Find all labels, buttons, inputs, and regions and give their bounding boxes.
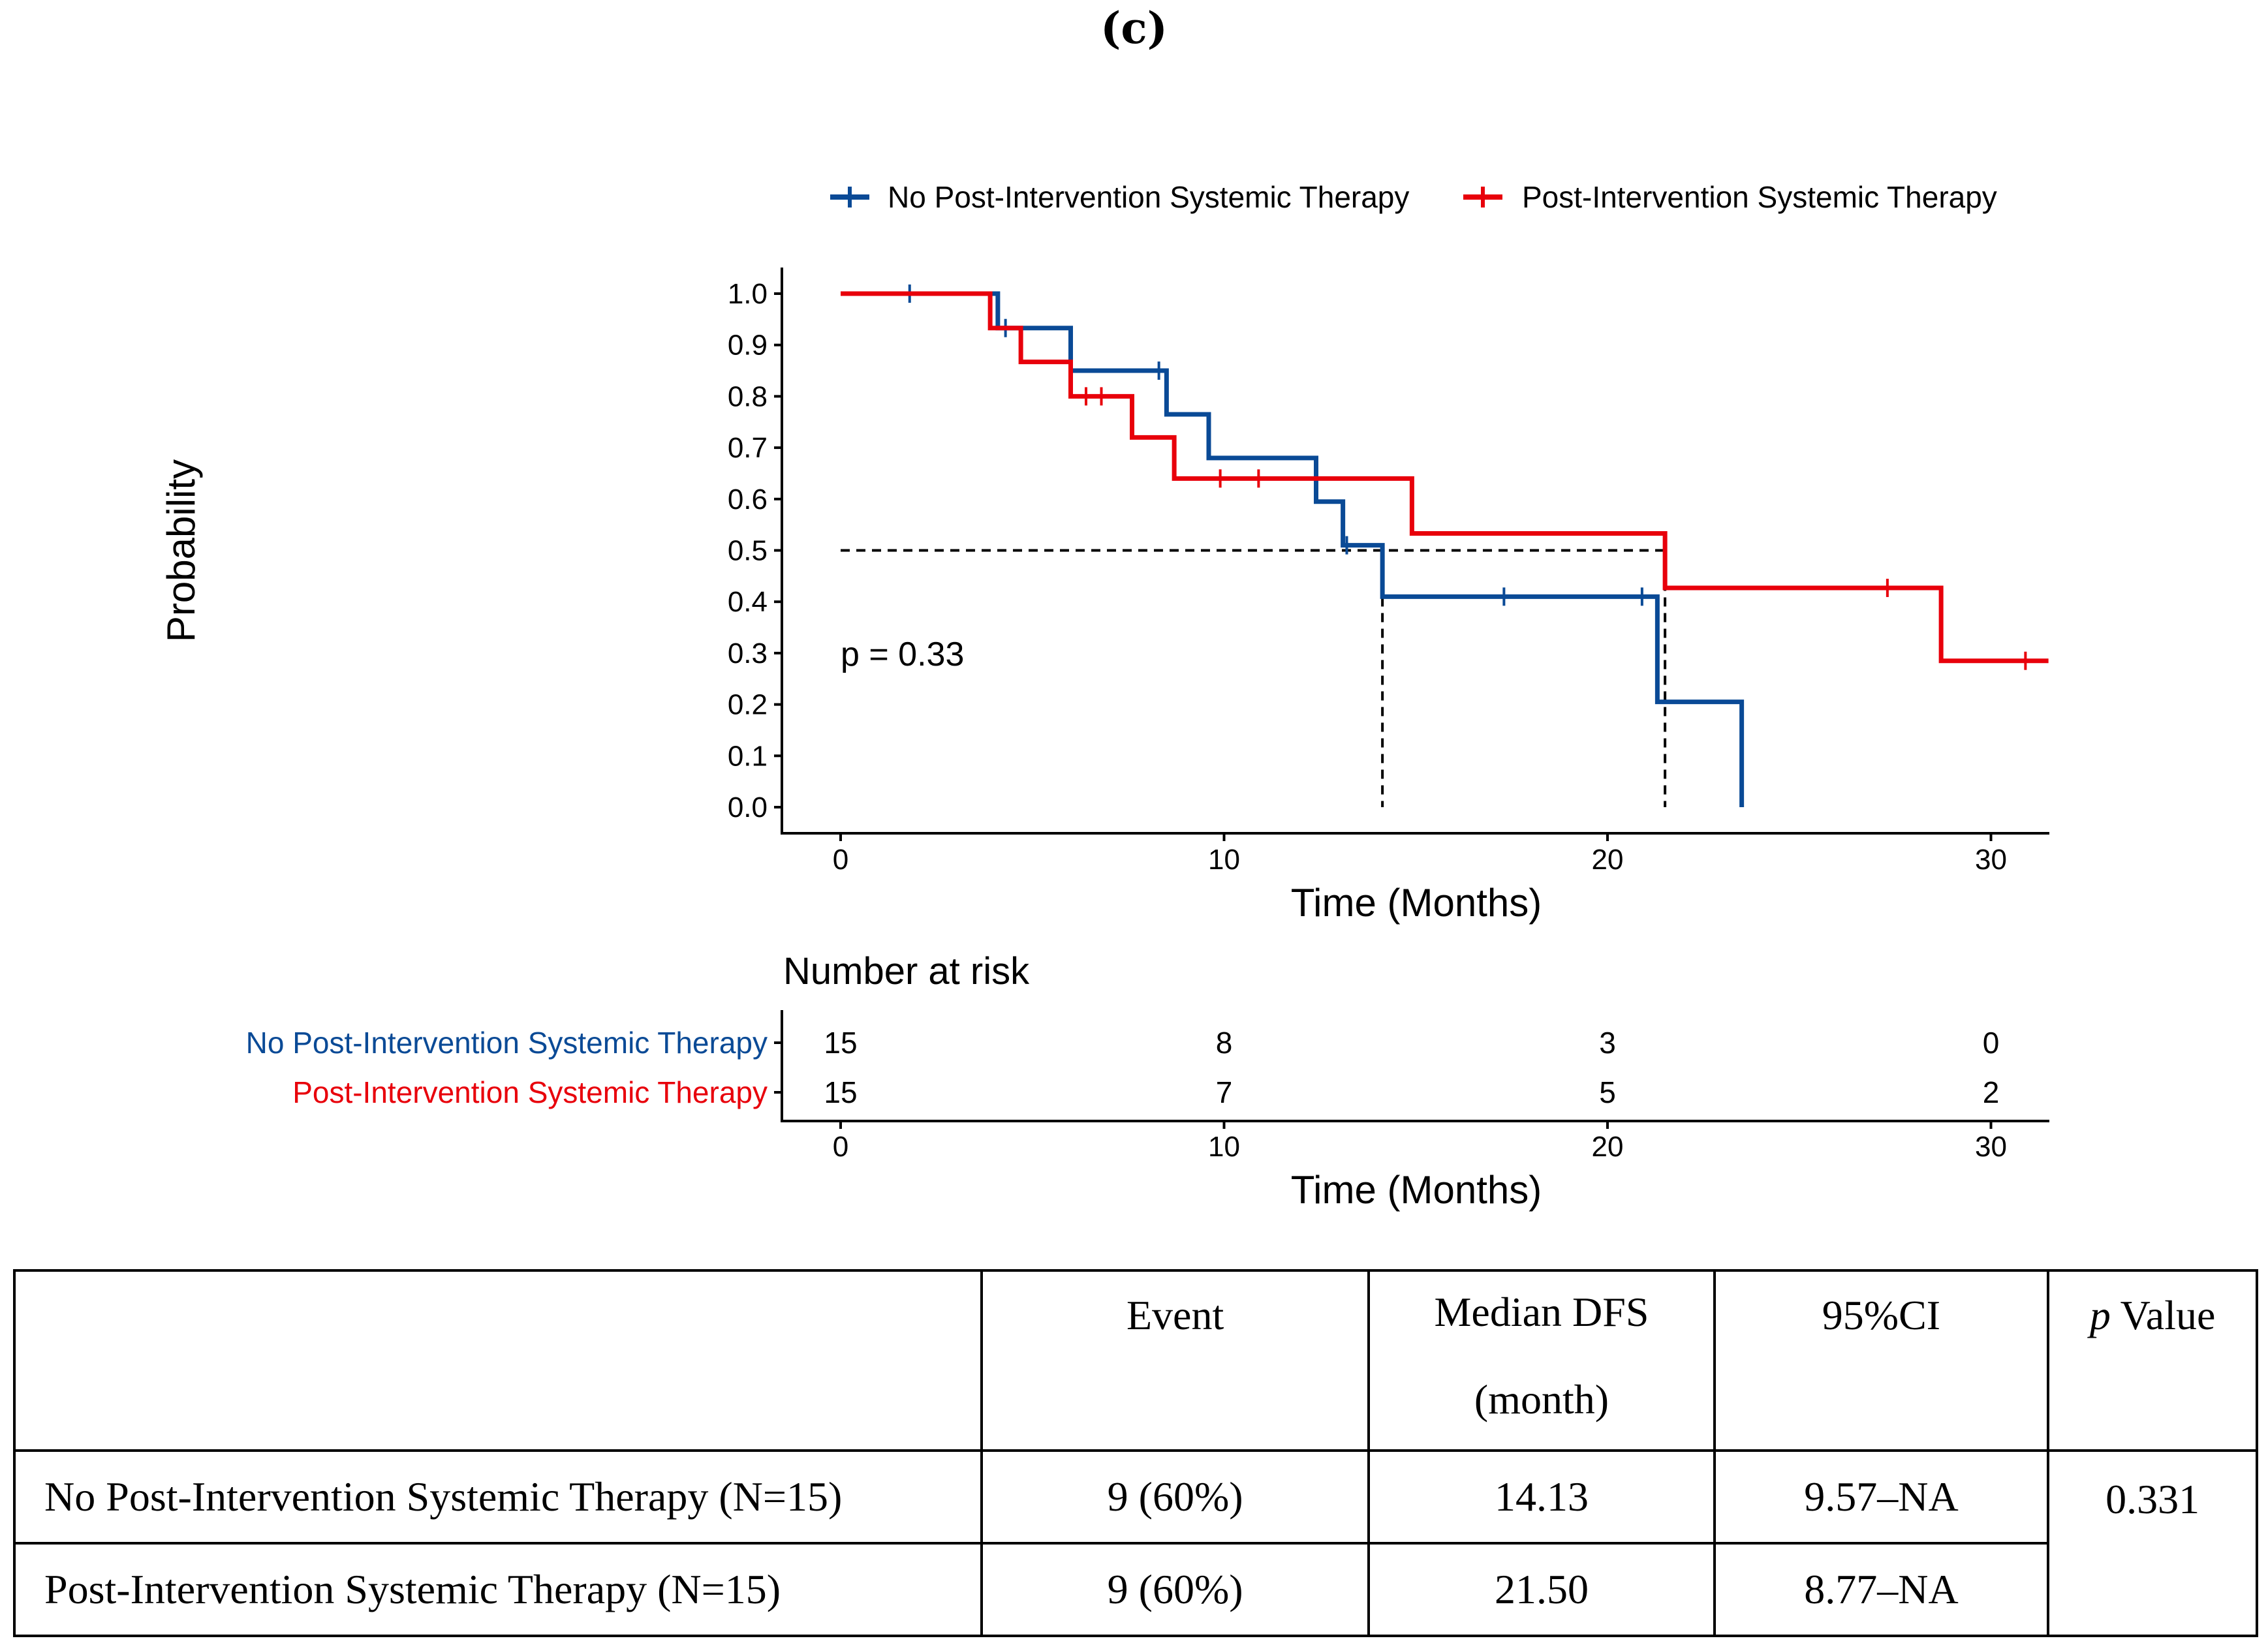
survival-curve-therapy <box>841 291 2049 664</box>
row-median: 21.50 <box>1367 1542 1716 1637</box>
survival-curve-no-therapy <box>841 291 1745 807</box>
y-tick-label: 0.6 <box>728 484 768 515</box>
header-ci: 95%CI <box>1713 1269 2050 1452</box>
risk-count: 15 <box>824 1075 857 1109</box>
risk-x-tick-label: 20 <box>1592 1131 1624 1163</box>
y-tick-label: 0.8 <box>728 380 768 412</box>
y-axis-ticks: 0.0 0.1 0.2 0.3 0.4 0.5 0.6 0.7 0.8 0.9 1.0 <box>728 278 782 823</box>
risk-count: 15 <box>824 1026 857 1060</box>
summary-row-therapy: Post-Intervention Systemic Therapy (N=15… <box>13 1542 2257 1637</box>
p-value-label: p = 0.33 <box>841 636 964 673</box>
legend-item-no-therapy: No Post-Intervention Systemic Therapy <box>830 180 1409 214</box>
header-event: Event <box>980 1269 1371 1452</box>
header-median-line2: (month) <box>1474 1376 1609 1422</box>
y-tick-label: 0.2 <box>728 689 768 721</box>
row-ci: 8.77–NA <box>1713 1542 2050 1637</box>
y-tick-label: 0.1 <box>728 740 768 772</box>
median-reference-lines <box>841 549 1667 807</box>
legend-item-therapy: Post-Intervention Systemic Therapy <box>1463 180 1997 214</box>
y-tick-label: 0.3 <box>728 638 768 669</box>
risk-row-label-therapy: Post-Intervention Systemic Therapy <box>292 1075 768 1109</box>
risk-count: 7 <box>1216 1075 1233 1109</box>
x-tick-label: 20 <box>1592 844 1624 876</box>
header-p: p Value <box>2047 1269 2258 1452</box>
risk-row-label-no-therapy: No Post-Intervention Systemic Therapy <box>246 1026 768 1060</box>
risk-count: 2 <box>1983 1075 2000 1109</box>
y-tick-label: 0.7 <box>728 432 768 464</box>
legend-label-no-therapy: No Post-Intervention Systemic Therapy <box>888 180 1409 214</box>
x-axis-ticks: 0 10 20 30 <box>833 833 2007 876</box>
summary-header-row: Event Median DFS (month) 95%CI p Value <box>13 1269 2258 1452</box>
row-label: Post-Intervention Systemic Therapy (N=15… <box>13 1542 983 1637</box>
y-tick-label: 0.4 <box>728 586 768 618</box>
summary-row-no-therapy: No Post-Intervention Systemic Therapy (N… <box>13 1449 2258 1637</box>
row-event: 9 (60%) <box>980 1449 1371 1545</box>
row-label: No Post-Intervention Systemic Therapy (N… <box>13 1449 983 1545</box>
risk-table-values: 15 8 3 0 15 7 5 2 <box>824 1026 1999 1109</box>
header-median-line1: Median DFS <box>1434 1289 1649 1335</box>
legend-label-therapy: Post-Intervention Systemic Therapy <box>1522 180 1997 214</box>
risk-x-axis-title: Time (Months) <box>1291 1168 1542 1212</box>
panel-label: (c) <box>1100 3 1168 54</box>
row-ci: 9.57–NA <box>1713 1449 2050 1545</box>
header-p-italic: p <box>2089 1292 2111 1338</box>
risk-x-axis-ticks: 0 10 20 30 <box>833 1121 2007 1163</box>
y-tick-label: 0.5 <box>728 535 768 567</box>
risk-count: 3 <box>1599 1026 1616 1060</box>
x-tick-label: 0 <box>833 844 848 876</box>
risk-count: 8 <box>1216 1026 1233 1060</box>
survival-curves <box>841 284 2049 807</box>
risk-count: 5 <box>1599 1075 1616 1109</box>
header-median: Median DFS (month) <box>1367 1269 1716 1452</box>
km-figure: No Post-Intervention Systemic Therapy Po… <box>159 180 2049 1212</box>
risk-count: 0 <box>1983 1026 2000 1060</box>
summary-table: Event Median DFS (month) 95%CI p Value N… <box>13 1269 2258 1637</box>
header-blank <box>13 1269 983 1452</box>
risk-x-tick-label: 10 <box>1208 1131 1240 1163</box>
risk-x-tick-label: 30 <box>1975 1131 2007 1163</box>
header-p-rest: Value <box>2110 1292 2216 1338</box>
x-tick-label: 10 <box>1208 844 1240 876</box>
row-p-value: 0.331 <box>2047 1449 2258 1637</box>
x-axis-title: Time (Months) <box>1291 881 1542 925</box>
legend: No Post-Intervention Systemic Therapy Po… <box>830 180 1997 214</box>
y-tick-label: 1.0 <box>728 278 768 310</box>
x-tick-label: 30 <box>1975 844 2007 876</box>
risk-x-tick-label: 0 <box>833 1131 848 1163</box>
y-tick-label: 0.0 <box>728 792 768 823</box>
row-event: 9 (60%) <box>980 1542 1371 1637</box>
risk-table-title: Number at risk <box>783 950 1030 992</box>
y-tick-label: 0.9 <box>728 330 768 361</box>
y-axis-title: Probability <box>159 459 203 642</box>
row-median: 14.13 <box>1367 1449 1716 1545</box>
